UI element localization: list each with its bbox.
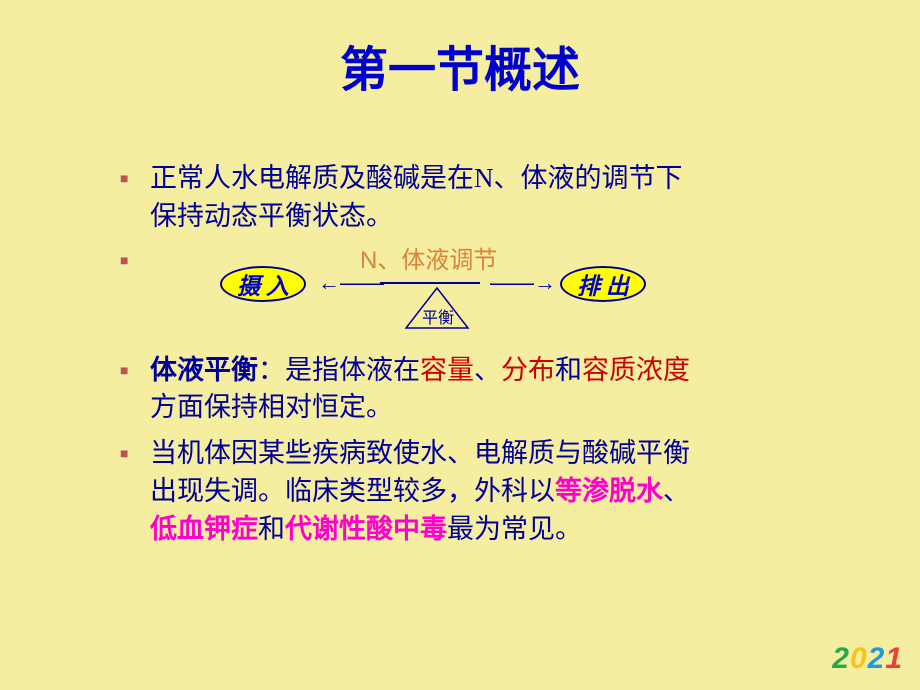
year-d4: 1	[885, 642, 902, 676]
bullet-item-4: ■ 当机体因某些疾病致使水、电解质与酸碱平衡出现失调。临床类型较多，外科以等渗脱…	[120, 435, 820, 548]
bullet-marker: ■	[120, 160, 150, 236]
item1-line2: 保持动态平衡状态。	[150, 201, 393, 231]
item4-m3: 代谢性酸中毒	[285, 514, 447, 544]
item3-bold: 体液平衡	[150, 355, 258, 385]
title-text: 第一节概述	[340, 44, 580, 97]
slide-title: 第一节概述	[0, 0, 920, 100]
bullet-marker: ■	[120, 352, 150, 428]
ellipse-intake: 摄 入	[220, 266, 306, 302]
bullet-item-3: ■ 体液平衡：是指体液在容量、分布和容质浓度方面保持相对恒定。	[120, 352, 820, 428]
arrow-left: ←——	[318, 270, 384, 296]
bullet-text-3: 体液平衡：是指体液在容量、分布和容质浓度方面保持相对恒定。	[150, 352, 820, 428]
balance-line	[380, 282, 480, 284]
bullet-text-1: 正常人水电解质及酸碱是在N、体液的调节下 保持动态平衡状态。	[150, 160, 820, 236]
item3-red2: 分布	[501, 355, 555, 385]
item3-red3: 容质浓度	[582, 355, 690, 385]
item3-t3: 和	[555, 355, 582, 385]
item4-t2: 出现失调。临床类型较多，外科以	[150, 476, 555, 506]
item4-t5: 最为常见。	[447, 514, 582, 544]
bullet-text-4: 当机体因某些疾病致使水、电解质与酸碱平衡出现失调。临床类型较多，外科以等渗脱水、…	[150, 435, 820, 548]
item3-t2: 、	[474, 355, 501, 385]
ellipse-output: 排 出	[560, 266, 646, 302]
item4-m1: 等渗脱水	[555, 476, 663, 506]
bullet-marker: ■	[120, 244, 150, 270]
year-d3: 2	[868, 642, 885, 676]
ellipse-intake-text: 摄 入	[237, 267, 289, 301]
slide-content: ■ 正常人水电解质及酸碱是在N、体液的调节下 保持动态平衡状态。 ■ N、体液调…	[0, 100, 920, 549]
item4-t3: 、	[663, 476, 690, 506]
year-d1: 2	[832, 642, 849, 676]
bullet-item-diagram: ■ N、体液调节 摄 入 ←—— ——→ 排 出 平衡	[120, 244, 820, 334]
triangle-label: 平衡	[422, 304, 454, 328]
item4-m2: 低血钾症	[150, 514, 258, 544]
item4-t1: 当机体因某些疾病致使水、电解质与酸碱平衡	[150, 438, 690, 468]
ellipse-output-text: 排 出	[577, 267, 629, 301]
item3-red1: 容量	[420, 355, 474, 385]
balance-diagram: N、体液调节 摄 入 ←—— ——→ 排 出 平衡	[150, 244, 820, 334]
item3-line2: 方面保持相对恒定。	[150, 392, 393, 422]
item1-line1: 正常人水电解质及酸碱是在N、体液的调节下	[150, 163, 683, 193]
item3-t1: ：是指体液在	[258, 355, 420, 385]
year-badge: 2 0 2 1	[832, 642, 902, 676]
bullet-item-1: ■ 正常人水电解质及酸碱是在N、体液的调节下 保持动态平衡状态。	[120, 160, 820, 236]
item4-t4: 和	[258, 514, 285, 544]
bullet-marker: ■	[120, 435, 150, 548]
arrow-right: ——→	[490, 270, 556, 296]
year-d2: 0	[850, 642, 867, 676]
